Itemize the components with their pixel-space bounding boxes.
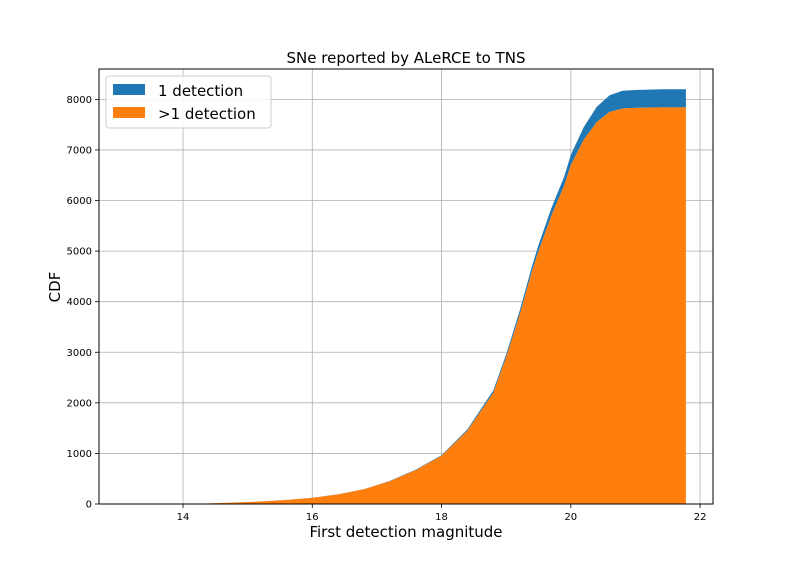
y-tick-label: 1000 (67, 449, 92, 460)
y-tick-label: 6000 (67, 196, 92, 207)
x-tick-label: 18 (435, 512, 448, 523)
y-tick-label: 2000 (67, 398, 92, 409)
y-tick-label: 4000 (67, 297, 92, 308)
legend: 1 detection >1 detection (105, 75, 272, 129)
y-tick-label: 3000 (67, 348, 92, 359)
x-tick-label: 14 (177, 512, 190, 523)
x-axis-label: First detection magnitude (309, 523, 502, 541)
y-tick-label: 5000 (67, 247, 92, 258)
x-tick-label: 20 (564, 512, 577, 523)
y-axis-label: CDF (46, 272, 64, 303)
stacked-areas (205, 89, 686, 505)
legend-swatch-1-detection (113, 84, 145, 95)
plot-frame (98, 68, 714, 505)
y-tick-label: 0 (86, 500, 92, 511)
x-axis-ticks: 14 16 18 20 22 (177, 504, 707, 523)
x-tick-label: 16 (306, 512, 319, 523)
legend-label-multi-detection: >1 detection (158, 105, 256, 123)
legend-box (105, 75, 272, 129)
y-tick-label: 7000 (67, 145, 92, 156)
area-multi-detection (205, 107, 686, 505)
y-tick-label: 8000 (67, 95, 92, 106)
y-axis-ticks: 0 1000 2000 3000 4000 5000 6000 7000 8000 (67, 95, 99, 511)
x-tick-label: 22 (694, 512, 707, 523)
chart-title: SNe reported by ALeRCE to TNS (287, 49, 526, 67)
legend-swatch-multi-detection (113, 107, 145, 118)
legend-label-1-detection: 1 detection (158, 82, 243, 100)
